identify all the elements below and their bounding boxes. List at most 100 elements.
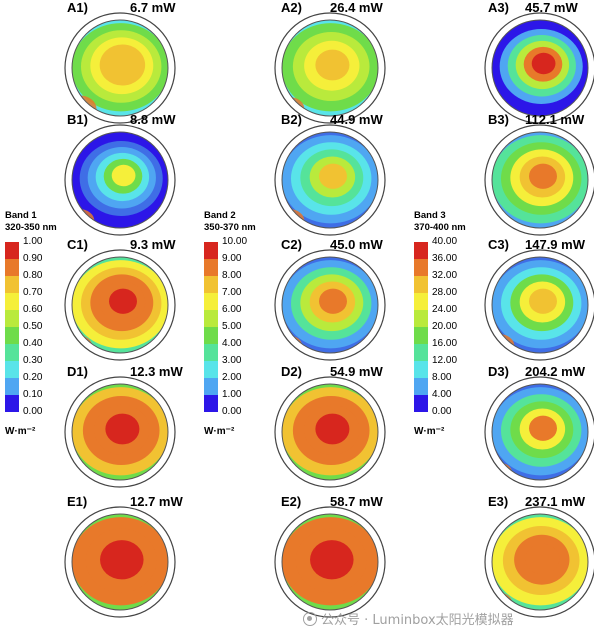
colorbar-tick-label: 6.00	[222, 304, 242, 315]
colorbar-swatch	[204, 242, 218, 259]
colorbar-swatch	[5, 327, 19, 344]
colorbar-tick-label: 0.30	[23, 355, 43, 366]
colorbar-unit: W·m⁻²	[5, 426, 36, 437]
hotspot-region	[492, 334, 515, 353]
colorbar-tick-label: 8.00	[222, 270, 242, 281]
contour-region	[109, 51, 137, 77]
colorbar-band-name: Band 1	[5, 210, 37, 221]
panel-label: E1)	[67, 494, 88, 509]
colorbar-tick-label: 0.20	[23, 372, 43, 383]
colorbar-tick-label: 0.90	[23, 253, 43, 264]
colorbar-swatch	[204, 344, 218, 361]
panel-label: B1)	[67, 112, 88, 127]
colorbar-tick-label: 36.00	[432, 253, 458, 264]
colorbar-swatch	[5, 293, 19, 310]
colorbar-band-range: 350-370 nm	[204, 222, 256, 233]
outer-ring	[484, 376, 594, 488]
contour-region	[315, 413, 350, 445]
colorbar-tick-label: 0.40	[23, 338, 43, 349]
inner-ring	[281, 256, 379, 354]
hotspot-region	[72, 335, 93, 353]
colorbar-tick-label: 4.00	[222, 338, 242, 349]
colorbar-swatch	[204, 293, 218, 310]
colorbar-tick-label: 8.00	[432, 372, 452, 383]
contour-region	[525, 543, 560, 575]
colorbar-tick-label: 1.00	[222, 389, 242, 400]
outer-ring	[484, 12, 594, 124]
colorbar-swatch	[414, 310, 428, 327]
panel-label: B3)	[488, 112, 509, 127]
inner-ring	[71, 19, 169, 117]
outer-ring	[274, 124, 386, 236]
irradiance-map	[64, 124, 176, 236]
panel-power: 112.1 mW	[525, 112, 585, 127]
inner-ring	[491, 513, 589, 611]
colorbar-swatch	[414, 327, 428, 344]
watermark: 公众号 · Luminbox太阳光模拟器	[303, 609, 514, 628]
panel-label: D2)	[281, 364, 302, 379]
outer-ring	[484, 124, 594, 236]
irradiance-map	[484, 249, 594, 361]
colorbar-tick-label: 0.50	[23, 321, 43, 332]
panel-power: 237.1 mW	[525, 494, 585, 509]
colorbar-swatch	[414, 293, 428, 310]
irradiance-map	[274, 506, 386, 618]
colorbar-swatch	[204, 361, 218, 378]
contour-region	[529, 288, 557, 314]
colorbar-tick-label: 28.00	[432, 287, 458, 298]
colorbar-tick-label: 0.60	[23, 304, 43, 315]
outer-ring	[64, 12, 176, 124]
inner-ring	[71, 256, 169, 354]
outer-ring	[64, 249, 176, 361]
colorbar-tick-label: 2.00	[222, 372, 242, 383]
outer-ring	[64, 376, 176, 488]
panel-power: 45.0 mW	[330, 237, 383, 252]
panel-power: 54.9 mW	[330, 364, 383, 379]
colorbar-swatch	[414, 276, 428, 293]
colorbar-band-name: Band 2	[204, 210, 236, 221]
colorbar-tick-label: 0.00	[432, 406, 452, 417]
inner-ring	[281, 513, 379, 611]
panel-power: 26.4 mW	[330, 0, 383, 15]
hotspot-region	[72, 209, 95, 228]
panel-power: 12.7 mW	[130, 494, 183, 509]
panel-power: 58.7 mW	[330, 494, 383, 509]
watermark-text: 公众号 · Luminbox太阳光模拟器	[321, 613, 514, 628]
contour-region	[109, 288, 137, 314]
panel-label: E2)	[281, 494, 302, 509]
colorbar-tick-label: 24.00	[432, 304, 458, 315]
hotspot-region	[282, 335, 303, 353]
colorbar-unit: W·m⁻²	[204, 426, 235, 437]
outer-ring	[274, 249, 386, 361]
inner-ring	[491, 383, 589, 481]
outer-ring	[484, 506, 594, 618]
colorbar-title: Band 3 370-400 nm	[414, 210, 466, 234]
panel-label: C2)	[281, 237, 302, 252]
colorbar-swatch	[414, 259, 428, 276]
colorbar-tick-label: 7.00	[222, 287, 242, 298]
panel-power: 44.9 mW	[330, 112, 383, 127]
colorbar-swatch	[204, 395, 218, 412]
contour-region	[315, 49, 350, 81]
irradiance-map	[64, 376, 176, 488]
irradiance-map	[484, 506, 594, 618]
contour-region	[111, 164, 136, 187]
panel-label: D3)	[488, 364, 509, 379]
colorbar-swatch	[204, 310, 218, 327]
panel-label: A1)	[67, 0, 88, 15]
irradiance-map	[64, 12, 176, 124]
panel-label: E3)	[488, 494, 509, 509]
contour-region	[105, 413, 140, 445]
colorbar-tick-label: 0.00	[222, 406, 242, 417]
colorbar-tick-label: 3.00	[222, 355, 242, 366]
panel-label: C1)	[67, 237, 88, 252]
colorbar-tick-label: 9.00	[222, 253, 242, 264]
inner-ring	[281, 383, 379, 481]
irradiance-map	[64, 249, 176, 361]
colorbar-swatch	[5, 276, 19, 293]
irradiance-map	[274, 12, 386, 124]
outer-ring	[274, 12, 386, 124]
inner-ring	[71, 383, 169, 481]
colorbar-band-range: 320-350 nm	[5, 222, 57, 233]
